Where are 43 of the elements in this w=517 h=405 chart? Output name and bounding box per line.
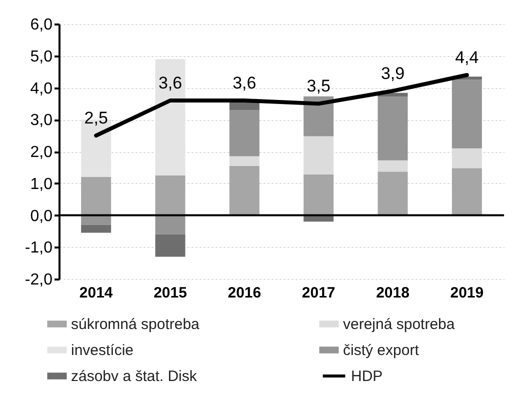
legend-label: investície — [71, 342, 134, 359]
x-tick-label: 2018 — [376, 284, 410, 302]
bar — [229, 156, 260, 166]
y-tick-label: 2,0 — [30, 144, 53, 161]
bar — [155, 234, 186, 257]
bar — [81, 224, 112, 233]
y-tick-label: 5,0 — [30, 48, 53, 66]
y-tick-label: -1,0 — [24, 240, 53, 257]
legend-label: čistý export — [343, 342, 420, 359]
y-tick-label: 4,0 — [30, 80, 53, 98]
x-tick-label: 2015 — [154, 284, 187, 302]
y-tick-label: 0,0 — [30, 208, 53, 225]
bar — [229, 110, 260, 156]
y-tick-label: 3,0 — [30, 112, 53, 130]
bar — [155, 59, 186, 176]
legend-label: súkromná spotreba — [71, 316, 200, 333]
data-label: 3,5 — [306, 76, 330, 96]
legend-label: verejná spotreba — [343, 316, 456, 333]
x-tick-label: 2016 — [228, 284, 262, 302]
x-tick-label: 2014 — [79, 284, 114, 302]
data-label: 3,9 — [380, 64, 405, 83]
bar — [155, 215, 186, 234]
x-tick-label: 2019 — [450, 284, 484, 302]
y-tick-label: -2,0 — [24, 272, 53, 288]
y-tick-label: 1,0 — [30, 176, 53, 193]
data-label: 3,6 — [232, 74, 256, 92]
legend-label: HDP — [351, 368, 383, 385]
bar — [304, 136, 334, 174]
bar — [378, 160, 408, 172]
bar — [81, 177, 112, 216]
bar — [229, 166, 260, 216]
data-label: 4,4 — [455, 48, 479, 67]
bar — [452, 168, 482, 216]
bar — [155, 175, 186, 216]
bar — [304, 174, 334, 216]
bar — [452, 80, 482, 148]
y-tick-label: 6,0 — [30, 16, 53, 34]
bar — [378, 172, 408, 216]
legend-label: zásobv a štat. Disk — [71, 368, 198, 385]
data-label: 2,5 — [84, 108, 108, 128]
x-tick-label: 2017 — [302, 284, 336, 302]
data-label: 3,6 — [158, 74, 182, 92]
bar — [378, 96, 408, 160]
